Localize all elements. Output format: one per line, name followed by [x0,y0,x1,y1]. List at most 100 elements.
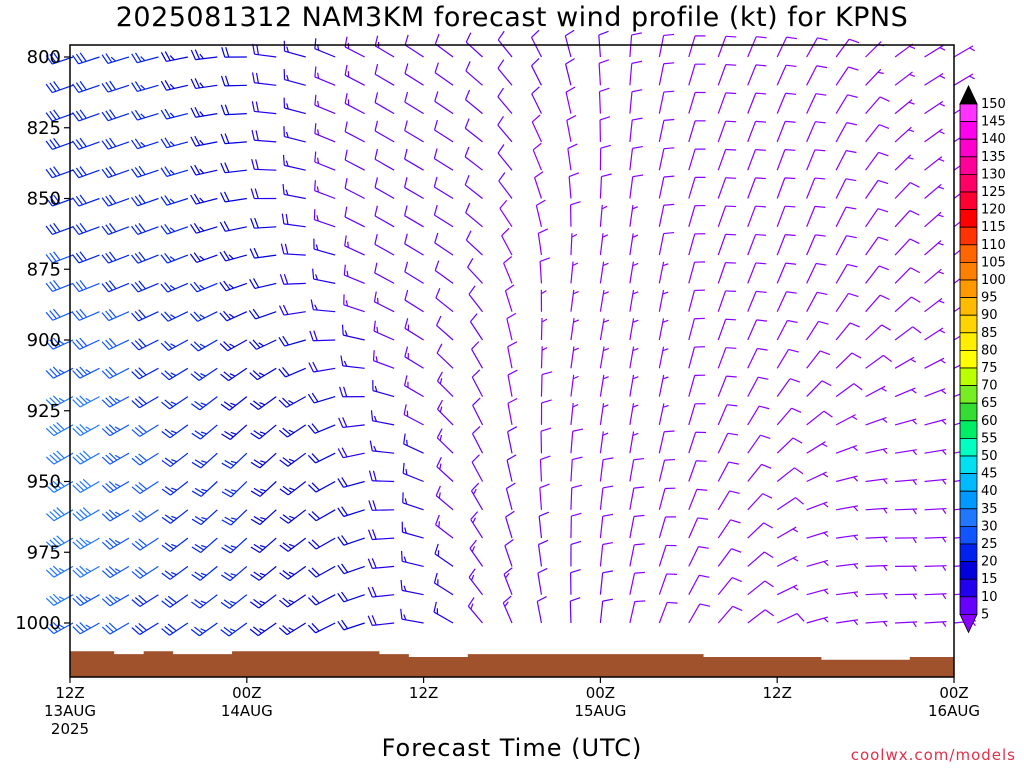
x-tick-label: 12Z [763,684,792,702]
wind-barb [221,481,248,498]
wind-barb [404,177,424,200]
wind-barb [471,454,484,482]
colorbar-label: 65 [981,396,998,411]
barb-staff [599,176,603,199]
barb-feather [400,608,403,620]
barb-feather [45,427,55,437]
barb-staff [924,297,943,313]
wind-barb [433,572,454,596]
wind-barb [307,452,336,464]
barb-staff [230,452,248,469]
barb-feather [223,401,234,409]
barb-feather [220,162,226,173]
wind-barb [688,148,706,171]
barb-staff [531,121,543,143]
barb-feather [632,347,639,352]
barb-feather [72,311,80,321]
barb-feather [101,485,111,494]
barb-feather [253,487,264,495]
barb-staff [835,322,851,341]
barb-staff [717,548,732,567]
barb-feather [814,177,826,180]
wind-barb [190,49,218,61]
barb-feather [634,571,645,574]
barb-feather [664,430,675,433]
barb-feather [250,546,261,554]
barb-feather [310,299,314,310]
barb-feather [312,361,318,372]
barb-feather [223,599,234,607]
barb-feather [134,340,143,349]
wind-barb [189,252,218,263]
barb-feather [372,470,377,482]
barb-feather [105,624,114,633]
barb-feather [199,255,205,261]
barb-feather [504,539,514,547]
wind-barb [835,475,859,483]
wind-barb [629,117,643,142]
barb-feather [230,460,237,464]
barb-feather [134,426,144,435]
wind-barb [658,33,675,58]
wind-barb [131,338,159,351]
barb-feather [374,35,379,46]
wind-barb [45,279,74,292]
wind-barb [220,162,247,174]
barb-feather [497,59,505,69]
barb-feather [731,548,742,553]
wind-barb [776,555,799,567]
barb-feather [229,628,236,632]
barb-feather [755,92,767,95]
barb-feather [45,311,54,321]
wind-barb [747,120,767,143]
colorbar-swatch [959,138,978,158]
barb-feather [108,481,118,490]
barb-feather [942,621,947,627]
barb-staff [230,537,248,554]
barb-feather [52,622,62,631]
wind-barb [470,511,484,539]
wind-barb [570,374,579,397]
wind-barb [688,289,705,312]
barb-staff [717,519,731,539]
wind-barb [279,565,307,580]
barb-staff [629,318,635,341]
wind-barb [924,357,946,369]
barb-feather [135,52,142,62]
barb-feather [285,213,289,225]
barb-feather [464,174,470,186]
wind-barb [471,369,484,397]
barb-feather [371,615,377,626]
barb-feather [757,347,768,351]
colorbar-label: 105 [981,255,1006,270]
wind-barb [374,35,395,58]
barb-feather [370,410,374,421]
barb-staff [658,573,668,595]
barb-feather [939,75,946,79]
barb-staff [434,582,454,596]
barb-staff [835,445,857,454]
barb-staff [717,433,729,454]
barb-staff [865,152,880,171]
barb-staff [629,488,635,510]
barb-feather [72,254,80,264]
barb-feather [223,310,231,320]
wind-barb [160,137,189,149]
wind-barb [747,376,769,397]
barb-feather [79,622,88,631]
barb-feather [848,66,859,71]
colorbar-swatch [959,244,978,263]
wind-barb [101,309,130,322]
barb-feather [288,627,295,631]
barb-feather [101,283,110,293]
barb-staff [315,452,336,464]
barb-staff [139,565,159,579]
terrain-area [70,651,954,677]
wind-barb [895,508,918,515]
wind-barb [717,605,743,624]
wind-barb [160,51,188,63]
barb-feather [45,55,53,65]
barb-staff [806,501,828,511]
barb-feather [341,447,348,458]
barb-staff [806,559,829,567]
